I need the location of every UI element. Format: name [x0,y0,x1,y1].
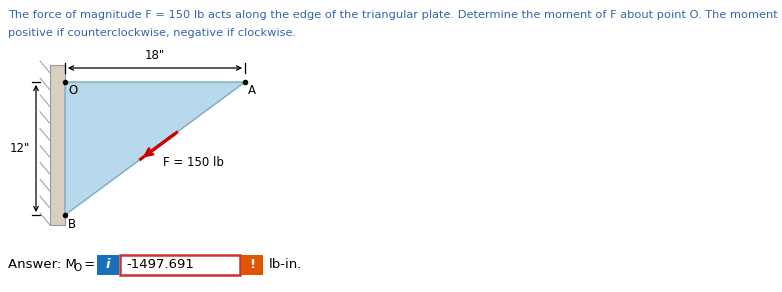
FancyBboxPatch shape [241,255,263,275]
Text: F = 150 lb: F = 150 lb [163,157,224,169]
Text: -1497.691: -1497.691 [126,258,194,272]
Text: 18": 18" [145,49,165,62]
Polygon shape [65,82,245,215]
Text: =: = [80,258,95,272]
Text: O: O [73,263,81,273]
Text: B: B [68,218,76,231]
FancyBboxPatch shape [120,255,240,275]
Text: positive if counterclockwise, negative if clockwise.: positive if counterclockwise, negative i… [8,28,296,38]
Text: lb-in.: lb-in. [269,258,303,272]
Text: !: ! [249,258,255,272]
Text: A: A [248,84,256,97]
Text: Answer: M: Answer: M [8,258,77,272]
Text: The force of magnitude F = 150 lb acts along the edge of the triangular plate. D: The force of magnitude F = 150 lb acts a… [8,10,782,20]
Text: O: O [68,84,77,97]
Text: 12": 12" [9,142,30,155]
Text: i: i [106,258,110,272]
FancyBboxPatch shape [97,255,119,275]
FancyBboxPatch shape [50,65,65,225]
